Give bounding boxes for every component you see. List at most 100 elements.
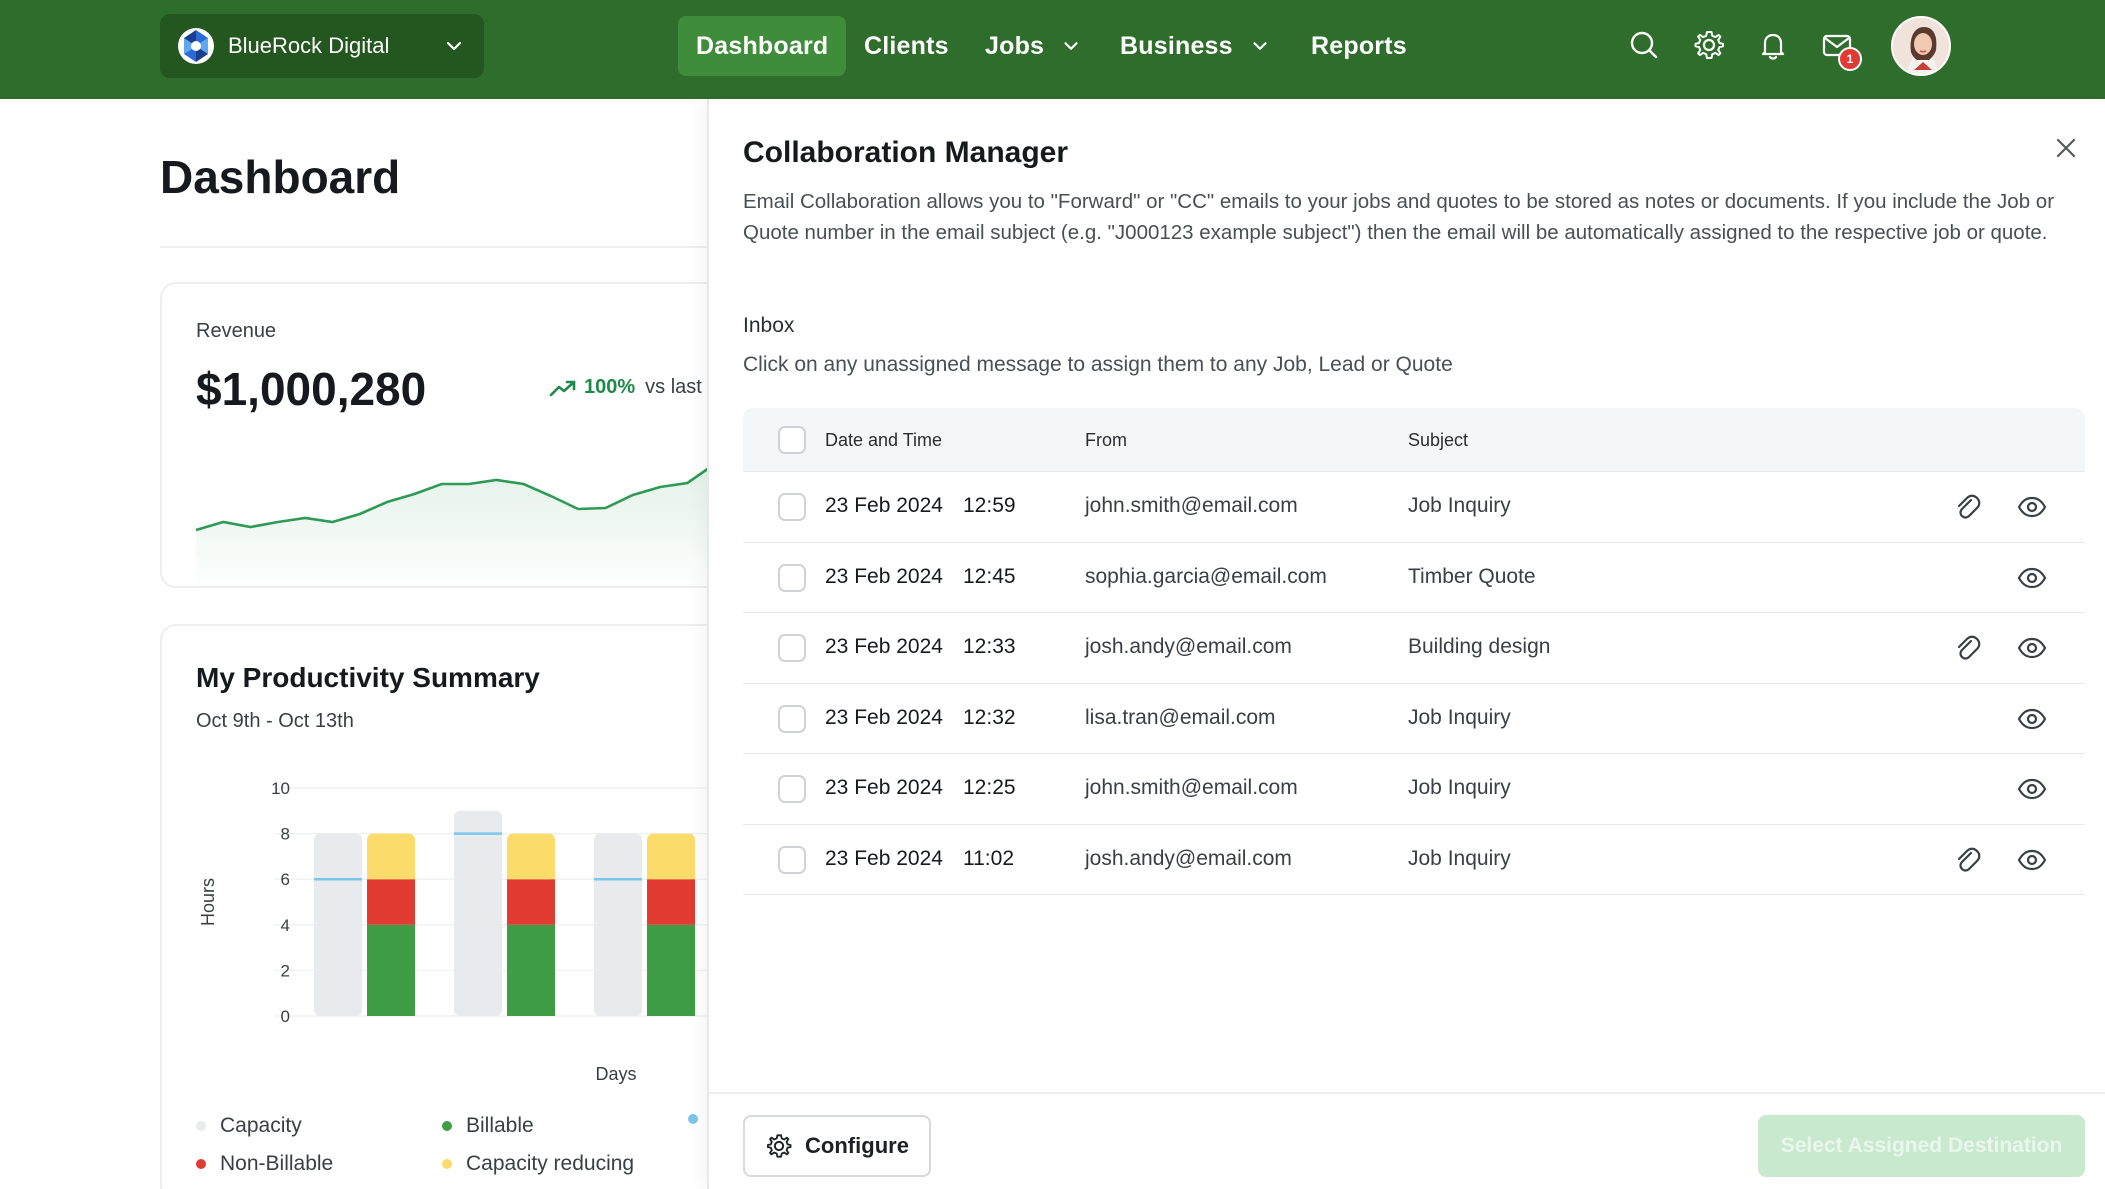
- select-all-checkbox[interactable]: [778, 426, 806, 454]
- legend-dot: [688, 1114, 698, 1124]
- mail-icon[interactable]: [1820, 28, 1854, 62]
- close-icon[interactable]: [2050, 132, 2082, 164]
- revenue-trend-text: vs last: [645, 376, 702, 398]
- nav-business[interactable]: Business: [1120, 16, 1271, 76]
- legend-capacity-reducing: Capacity reducing: [442, 1152, 634, 1176]
- productivity-range: Oct 9th - Oct 13th: [196, 710, 354, 732]
- row-checkbox[interactable]: [778, 563, 806, 592]
- row-date: 23 Feb 2024: [825, 494, 943, 517]
- row-subject: Timber Quote: [1408, 564, 1536, 588]
- revenue-sparkline: [195, 459, 738, 586]
- legend-capacity: Capacity: [196, 1114, 302, 1138]
- nav-dashboard-label: Dashboard: [696, 31, 829, 60]
- eye-icon[interactable]: [2016, 632, 2048, 664]
- row-subject: Building design: [1408, 635, 1551, 658]
- row-from: josh.andy@email.com: [1085, 846, 1292, 870]
- legend-dot: [442, 1121, 452, 1131]
- capacity-bar: [454, 810, 502, 1016]
- inbox-table: Date and Time From Subject 23 Feb 2024 1…: [743, 408, 2085, 895]
- row-time: 12:25: [963, 776, 1016, 799]
- eye-icon[interactable]: [2016, 562, 2048, 594]
- nav-dashboard[interactable]: Dashboard: [678, 16, 847, 76]
- search-icon[interactable]: [1627, 28, 1661, 62]
- legend-billable: Billable: [442, 1114, 534, 1138]
- table-row[interactable]: 23 Feb 2024 12:33 josh.andy@email.com Bu…: [743, 613, 2085, 684]
- billable-bar: [507, 924, 555, 1016]
- avatar[interactable]: [1891, 16, 1951, 76]
- row-from: sophia.garcia@email.com: [1085, 564, 1327, 588]
- nav-reports-label: Reports: [1311, 31, 1407, 60]
- capacity-reducing-bar-fill: [647, 839, 695, 880]
- configure-button[interactable]: Configure: [743, 1115, 931, 1177]
- panel-description: Email Collaboration allows you to "Forwa…: [743, 190, 2055, 244]
- inbox-label: Inbox: [743, 314, 795, 337]
- capacity-reducing-bar-fill: [367, 839, 415, 880]
- page-title: Dashboard: [160, 151, 401, 203]
- row-subject: Job Inquiry: [1408, 494, 1511, 517]
- row-time: 12:59: [963, 494, 1016, 517]
- eye-icon[interactable]: [2016, 773, 2048, 805]
- chevron-down-icon: [1064, 42, 1078, 50]
- row-checkbox[interactable]: [778, 845, 806, 874]
- panel-title: Collaboration Manager: [743, 136, 1069, 169]
- sparkline-area: [196, 460, 738, 586]
- table-row[interactable]: 23 Feb 2024 12:25 john.smith@email.com J…: [743, 754, 2085, 825]
- eye-icon[interactable]: [2016, 491, 2048, 523]
- y-axis-label: Hours: [198, 878, 218, 926]
- table-row[interactable]: 23 Feb 2024 11:02 josh.andy@email.com Jo…: [743, 825, 2085, 895]
- legend-dot: [196, 1159, 206, 1169]
- row-checkbox[interactable]: [778, 634, 806, 662]
- y-tick-label: 0: [281, 1007, 290, 1026]
- row-checkbox[interactable]: [778, 704, 806, 733]
- eye-icon[interactable]: [2016, 844, 2048, 876]
- legend-capacity-line: [688, 1114, 712, 1124]
- row-time: 12:32: [963, 705, 1016, 729]
- row-subject: Job Inquiry: [1408, 705, 1511, 729]
- row-subject: Job Inquiry: [1408, 846, 1511, 870]
- table-header: Date and Time From Subject: [743, 408, 2085, 472]
- paperclip-icon[interactable]: [1951, 491, 1983, 523]
- row-date: 23 Feb 2024: [825, 564, 943, 588]
- table-row[interactable]: 23 Feb 2024 12:45 sophia.garcia@email.co…: [743, 543, 2085, 613]
- org-logo-icon: [178, 28, 214, 64]
- org-switcher[interactable]: BlueRock Digital: [160, 14, 484, 78]
- row-date: 23 Feb 2024: [825, 846, 943, 870]
- capacity-bar: [314, 833, 362, 1016]
- inbox-hint: Click on any unassigned message to assig…: [743, 353, 1453, 376]
- y-tick-label: 2: [281, 961, 290, 980]
- trend-up-icon: [549, 380, 576, 396]
- column-from: From: [1085, 430, 1127, 450]
- legend-dot: [442, 1159, 452, 1169]
- nav-reports[interactable]: Reports: [1311, 16, 1407, 76]
- paperclip-icon[interactable]: [1951, 844, 1983, 876]
- bell-icon[interactable]: [1756, 28, 1790, 62]
- select-destination-button[interactable]: Select Assigned Destination: [1758, 1115, 2085, 1177]
- row-checkbox[interactable]: [778, 775, 806, 803]
- billable-bar: [647, 924, 695, 1016]
- non-billable-bar: [647, 879, 695, 925]
- table-row[interactable]: 23 Feb 2024 12:59 john.smith@email.com J…: [743, 472, 2085, 543]
- x-axis-label: Days: [595, 1064, 636, 1084]
- row-checkbox[interactable]: [778, 493, 806, 521]
- divider: [160, 246, 710, 248]
- legend-dot: [196, 1121, 206, 1131]
- non-billable-bar: [367, 879, 415, 925]
- nav-jobs[interactable]: Jobs: [985, 16, 1082, 76]
- capacity-reducing-bar-fill: [507, 839, 555, 880]
- capacity-bar: [594, 833, 642, 1016]
- legend-label: Billable: [466, 1114, 534, 1137]
- gear-icon[interactable]: [1692, 28, 1726, 62]
- paperclip-icon[interactable]: [1951, 632, 1983, 664]
- column-date: Date and Time: [825, 430, 943, 450]
- gear-icon: [767, 1134, 792, 1158]
- row-subject: Job Inquiry: [1408, 776, 1511, 799]
- row-time: 12:33: [963, 635, 1016, 658]
- eye-icon[interactable]: [2016, 703, 2048, 735]
- nav-clients[interactable]: Clients: [864, 16, 949, 76]
- table-row[interactable]: 23 Feb 2024 12:32 lisa.tran@email.com Jo…: [743, 684, 2085, 754]
- revenue-label: Revenue: [196, 320, 277, 342]
- productivity-title: My Productivity Summary: [196, 662, 540, 693]
- revenue-card: Revenue $1,000,280 100% vs last: [160, 282, 740, 588]
- nav-clients-label: Clients: [864, 31, 949, 60]
- select-destination-label: Select Assigned Destination: [1780, 1134, 2063, 1157]
